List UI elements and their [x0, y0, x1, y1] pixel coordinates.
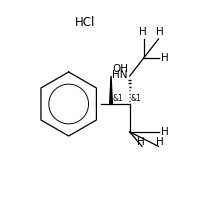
Text: H: H: [156, 137, 163, 147]
Text: H: H: [137, 137, 145, 147]
Text: H: H: [156, 27, 163, 37]
Text: HN: HN: [112, 70, 128, 80]
Polygon shape: [110, 76, 112, 104]
Text: HCl: HCl: [75, 16, 95, 29]
Text: &1: &1: [131, 94, 141, 103]
Text: H: H: [139, 27, 147, 37]
Text: H: H: [161, 52, 169, 63]
Text: OH: OH: [112, 64, 128, 74]
Text: &1: &1: [113, 94, 123, 103]
Text: H: H: [161, 127, 169, 137]
